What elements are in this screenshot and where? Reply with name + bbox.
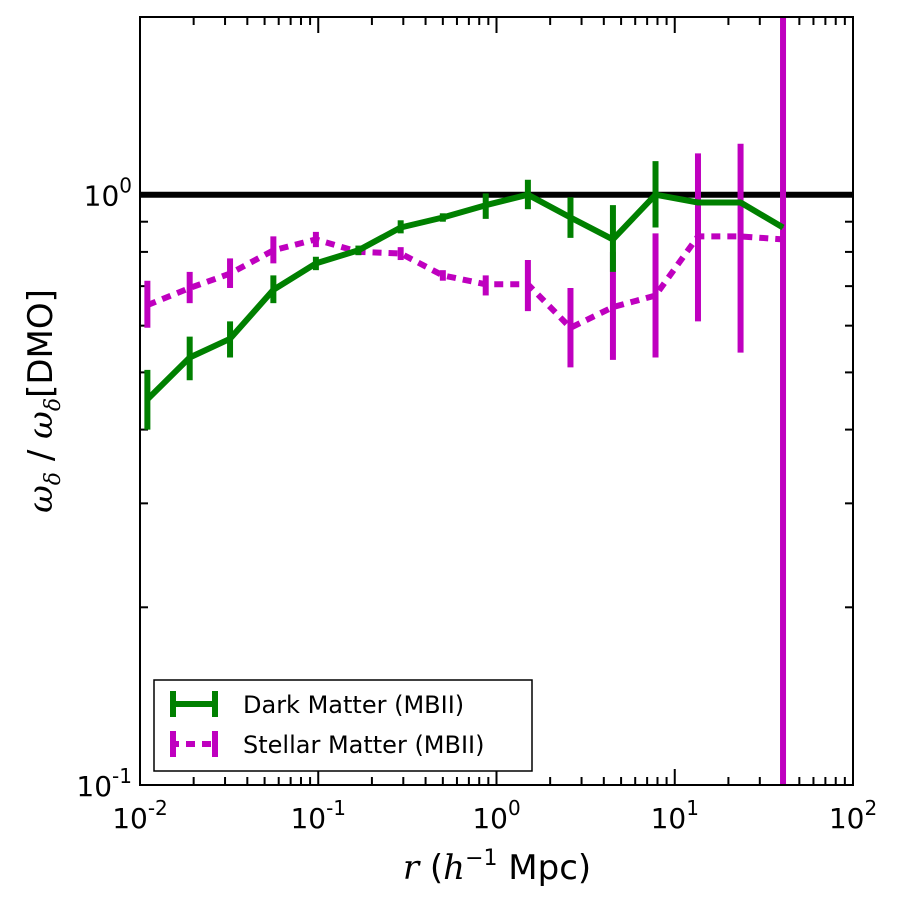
data-point — [655, 294, 657, 296]
x-label-var: r — [403, 848, 421, 888]
data-point — [442, 274, 444, 276]
x-tick-label: 10-1 — [290, 796, 346, 835]
data-point — [400, 253, 402, 255]
plot-frame — [139, 16, 854, 786]
x-label-open: ( — [419, 848, 443, 888]
x-tick-label: 100 — [472, 796, 520, 835]
data-point — [146, 398, 148, 400]
y-label-sub-2: δ — [41, 398, 66, 411]
x-label-exp: −1 — [465, 846, 497, 871]
data-point — [272, 289, 274, 291]
y-label-omega-2: ω — [21, 411, 61, 439]
x-tick-label: 101 — [651, 796, 699, 835]
legend-label: Stellar Matter (MBII) — [243, 731, 485, 759]
data-point — [527, 283, 529, 285]
data-point — [400, 226, 402, 228]
data-point — [315, 262, 317, 264]
data-point — [569, 216, 571, 218]
data-point — [146, 304, 148, 306]
y-label-sep: / — [21, 439, 61, 472]
y-tick-label: 100 — [84, 174, 132, 213]
data-point — [229, 273, 231, 275]
y-label-omega-1: ω — [21, 485, 61, 513]
data-point — [782, 226, 784, 228]
data-point — [189, 356, 191, 358]
x-tick-label: 102 — [829, 796, 877, 835]
series-line — [146, 233, 784, 331]
data-point — [612, 238, 614, 240]
y-label-sub-1: δ — [41, 472, 66, 485]
data-point — [189, 287, 191, 289]
legend-entries: Dark Matter (MBII) Stellar Matter (MBII) — [170, 691, 485, 759]
x-label-base: h — [443, 848, 465, 888]
legend-entry: Dark Matter (MBII) — [170, 691, 464, 719]
y-tick-label: 10-1 — [76, 764, 132, 803]
legend-label: Dark Matter (MBII) — [243, 691, 464, 719]
series-layer — [144, 17, 787, 785]
data-point — [485, 283, 487, 285]
x-tick-label: 10-2 — [112, 796, 168, 835]
data-point — [442, 216, 444, 218]
data-point — [697, 202, 699, 204]
data-point — [697, 235, 699, 237]
series-dark-matter — [144, 161, 785, 430]
x-axis-label: r (h−1 Mpc) — [403, 846, 591, 888]
data-point — [655, 194, 657, 196]
x-label-unit: Mpc) — [498, 848, 592, 888]
data-point — [485, 204, 487, 206]
data-point — [527, 194, 529, 196]
data-point — [782, 238, 784, 240]
data-point — [315, 238, 317, 240]
data-point — [272, 249, 274, 251]
legend: Dark Matter (MBII) Stellar Matter (MBII) — [153, 679, 533, 772]
data-point — [740, 202, 742, 204]
legend-entry: Stellar Matter (MBII) — [170, 731, 485, 759]
y-label-suffix: [DMO] — [21, 289, 61, 398]
data-point — [357, 249, 359, 251]
series-stellar-matter — [144, 17, 787, 785]
data-point — [740, 235, 742, 237]
data-point — [612, 306, 614, 308]
data-point — [229, 338, 231, 340]
y-axis-label: ωδ / ωδ[DMO] — [21, 289, 66, 513]
series-line — [145, 191, 785, 402]
data-point — [569, 327, 571, 329]
